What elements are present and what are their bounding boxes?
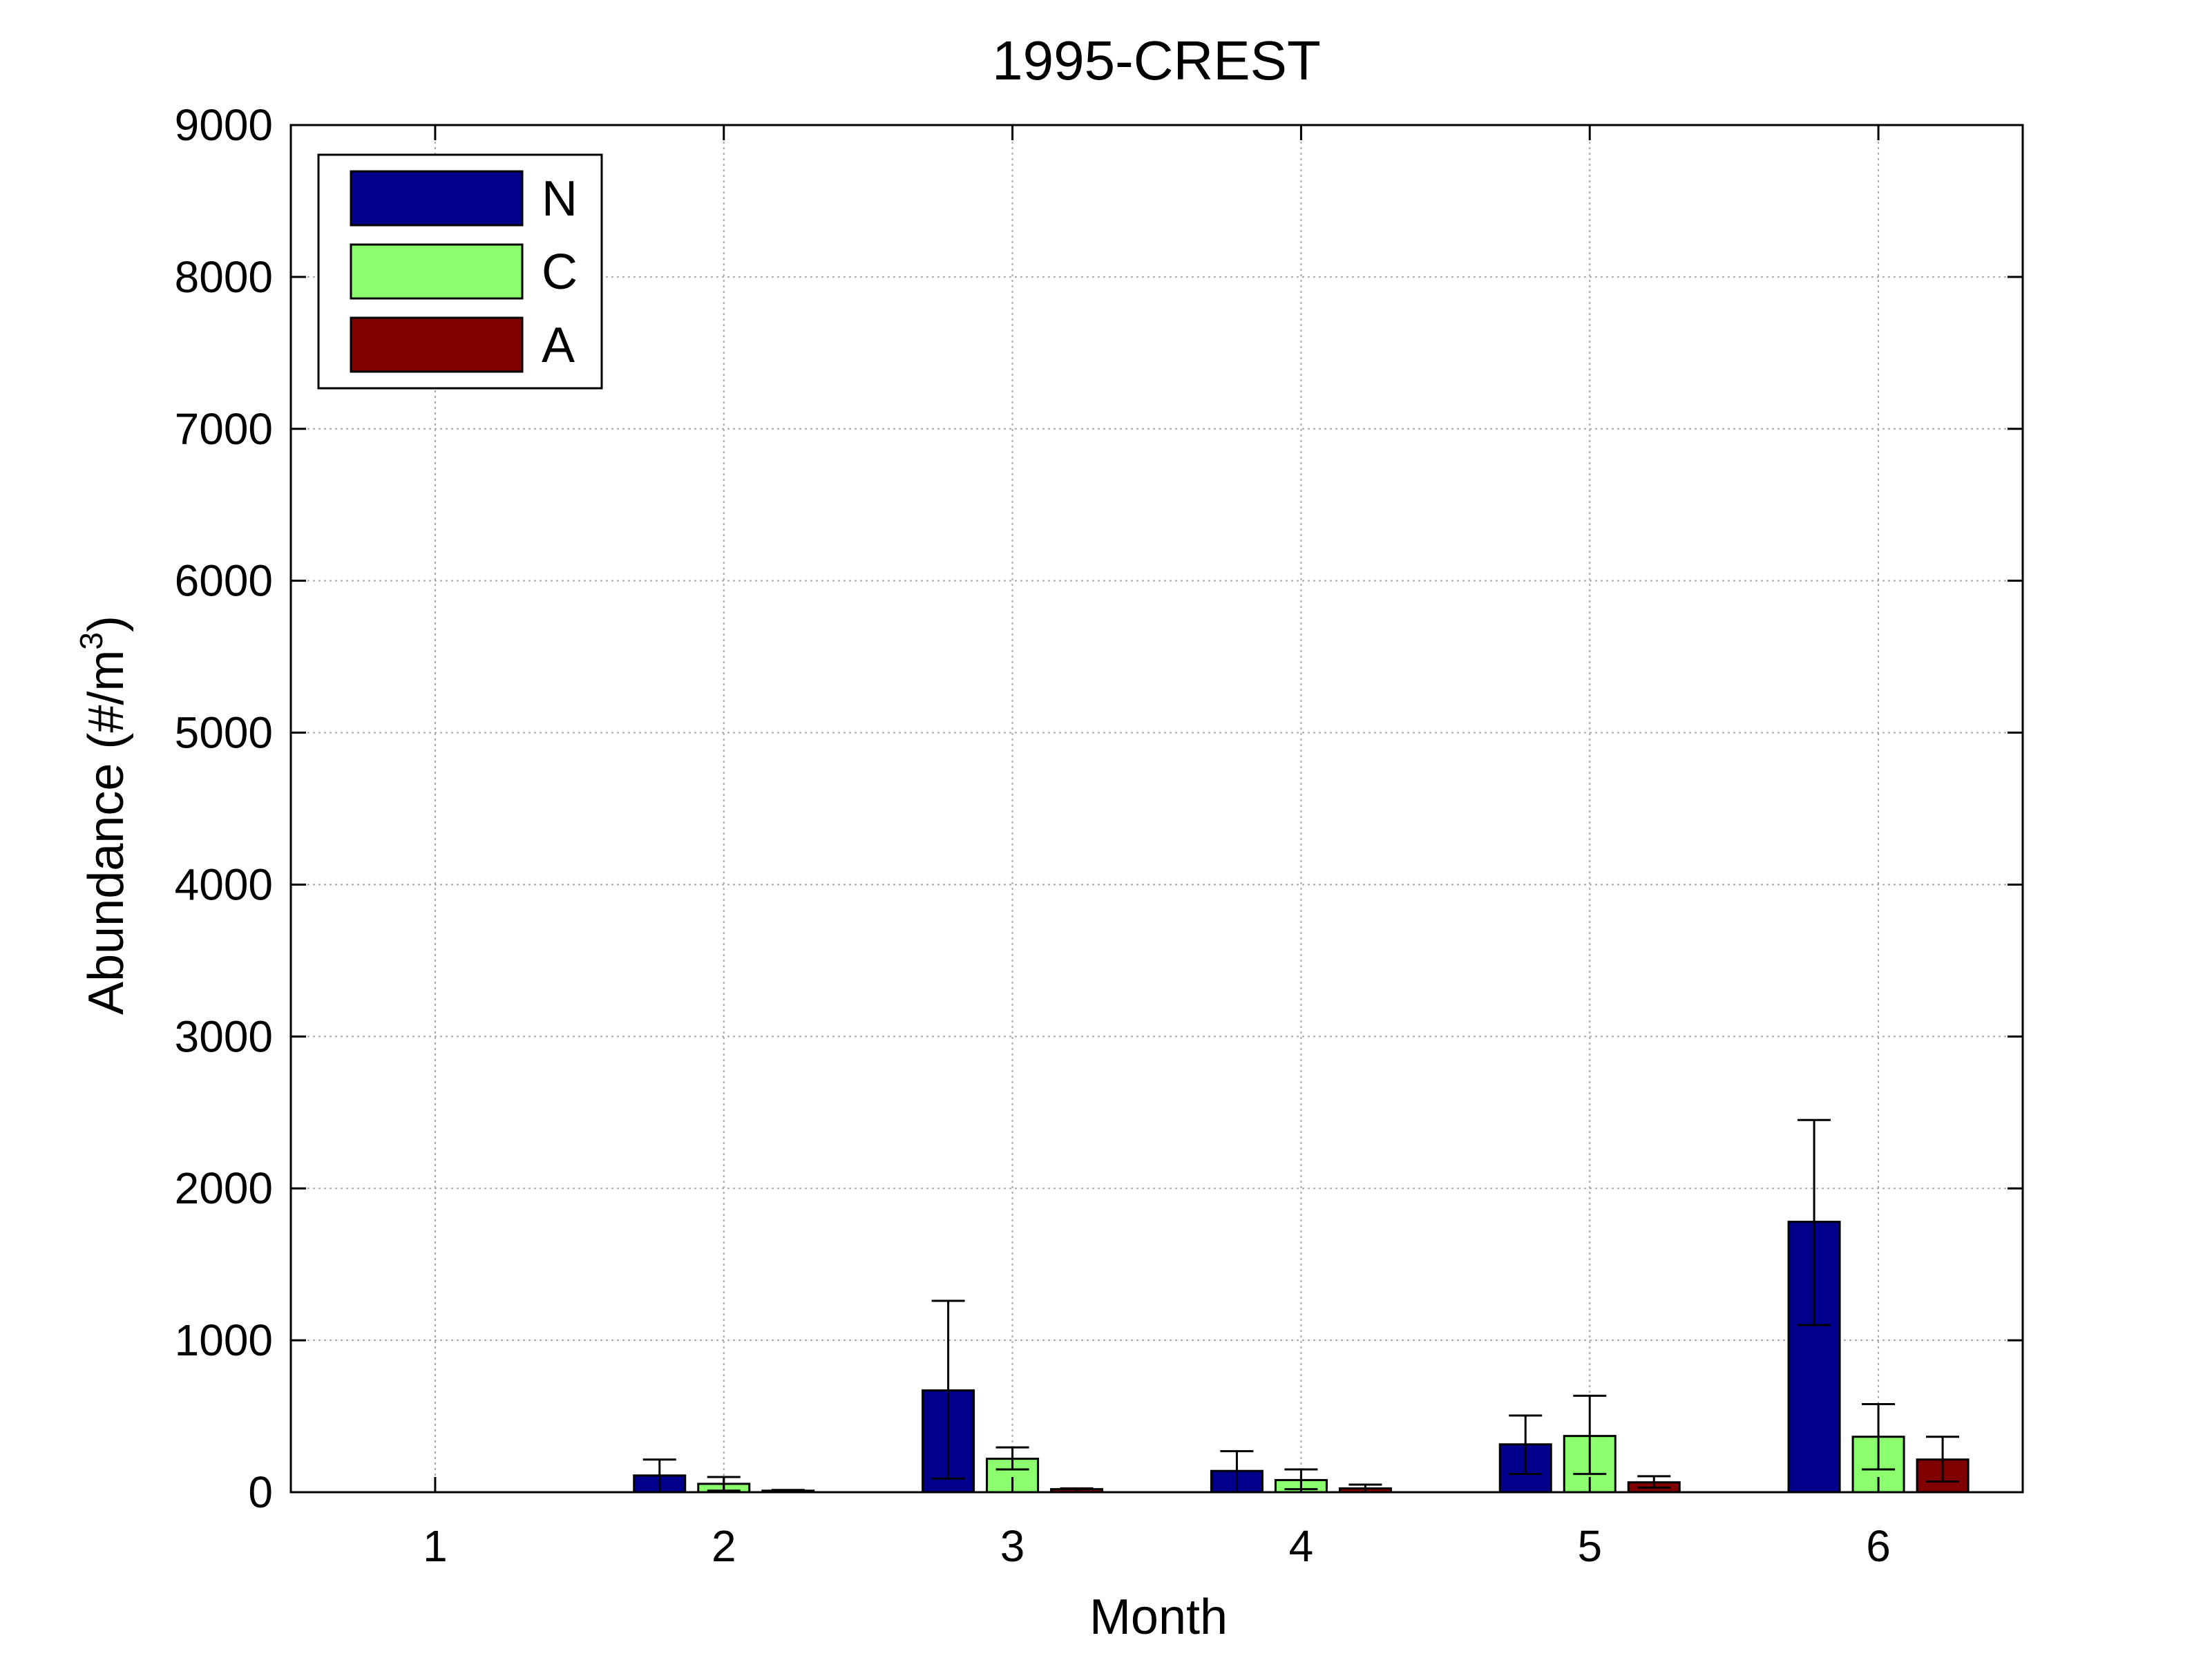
x-axis-title: Month xyxy=(1089,1590,1228,1645)
error-bars xyxy=(642,1118,1960,1492)
y-tick-label: 2000 xyxy=(175,1163,273,1213)
y-axis-title: Abundance (#/m3) xyxy=(73,616,134,1015)
x-tick-label: 3 xyxy=(1000,1521,1025,1571)
x-tick-label: 5 xyxy=(1577,1521,1602,1571)
y-tick-label: 0 xyxy=(248,1467,273,1517)
plot-frame xyxy=(289,124,2024,1494)
y-axis-title-superscript: 3 xyxy=(73,632,109,650)
y-tick-label: 7000 xyxy=(175,404,273,454)
legend-label-C: C xyxy=(542,245,578,300)
x-tick-label: 6 xyxy=(1866,1521,1891,1571)
y-tick-label: 5000 xyxy=(175,708,273,758)
x-tick-label: 4 xyxy=(1289,1521,1314,1571)
x-tick-label: 1 xyxy=(423,1521,448,1571)
y-tick-label: 1000 xyxy=(175,1315,273,1365)
y-axis-title-main: Abundance (#/m xyxy=(79,650,134,1015)
chart-title: 1995-CREST xyxy=(992,30,1321,91)
y-axis-title-end: ) xyxy=(79,616,134,632)
legend-label-N: N xyxy=(542,171,578,227)
legend-label-A: A xyxy=(542,318,575,373)
y-tick-label: 4000 xyxy=(175,859,273,909)
x-axis: 1 2 3 4 5 6 xyxy=(423,125,1891,1571)
x-tick-label: 2 xyxy=(712,1521,736,1571)
y-tick-label: 3000 xyxy=(175,1011,273,1061)
y-axis: 0 1000 2000 3000 4000 5000 6000 7000 8000 9000 xyxy=(175,100,2023,1517)
y-tick-label: 6000 xyxy=(175,556,273,606)
legend: NCA xyxy=(317,153,603,390)
y-tick-label: 9000 xyxy=(175,100,273,150)
legend-swatch-A xyxy=(350,316,524,373)
legend-swatch-N xyxy=(350,170,524,227)
legend-swatch-C xyxy=(350,243,524,300)
y-tick-label: 8000 xyxy=(175,252,273,302)
